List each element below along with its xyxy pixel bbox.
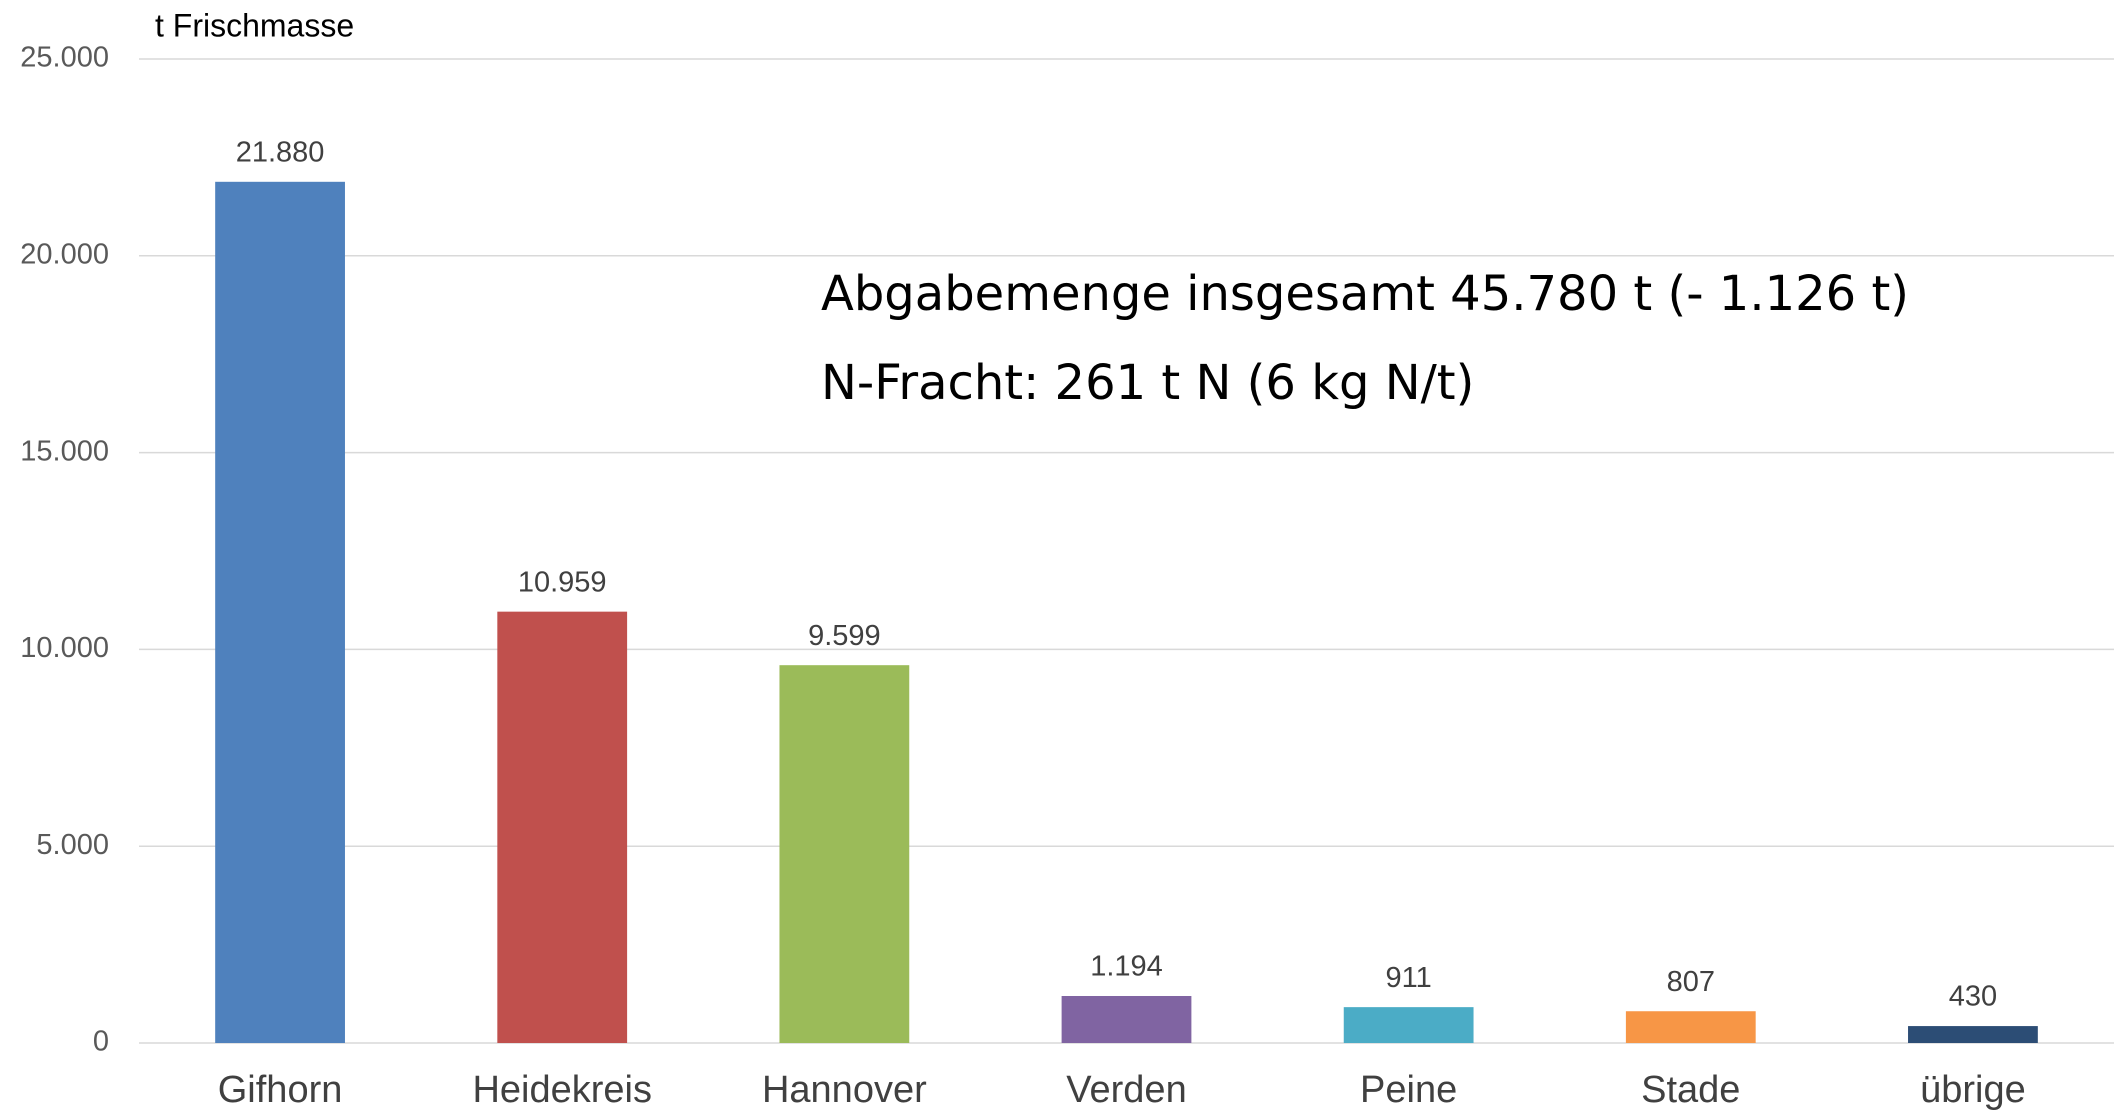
x-tick-label: Verden [1066,1069,1186,1111]
y-axis-title: t Frischmasse [155,7,354,43]
bar [497,611,628,1043]
x-tick-label: Hannover [762,1069,927,1111]
data-label: 10.959 [518,566,607,598]
annotation: N-Fracht: 261 t N (6 kg N/t) [821,355,1474,411]
bar [1061,996,1192,1043]
y-tick-label: 20.000 [20,238,109,270]
data-label: 9.599 [808,620,881,652]
bar [1343,1007,1474,1043]
bar [215,181,345,1043]
x-tick-label: Gifhorn [218,1069,343,1111]
x-tick-label: übrige [1920,1069,2026,1111]
bar [1908,1026,2038,1043]
bar [1625,1011,1756,1043]
data-label: 911 [1386,962,1432,994]
x-tick-label: Stade [1641,1069,1740,1111]
bar [779,665,910,1043]
y-tick-label: 5.000 [36,829,109,861]
y-tick-label: 15.000 [20,435,109,467]
annotation: Abgabemenge insgesamt 45.780 t (- 1.126 … [821,266,1909,322]
data-label: 1.194 [1090,951,1163,983]
data-label: 21.880 [236,136,325,168]
data-label: 430 [1949,981,1997,1013]
y-tick-label: 0 [93,1026,109,1058]
y-tick-label: 10.000 [20,632,109,664]
x-tick-label: Heidekreis [472,1069,652,1111]
y-tick-label: 25.000 [20,42,109,74]
x-tick-label: Peine [1360,1069,1457,1111]
data-label: 807 [1667,966,1715,998]
